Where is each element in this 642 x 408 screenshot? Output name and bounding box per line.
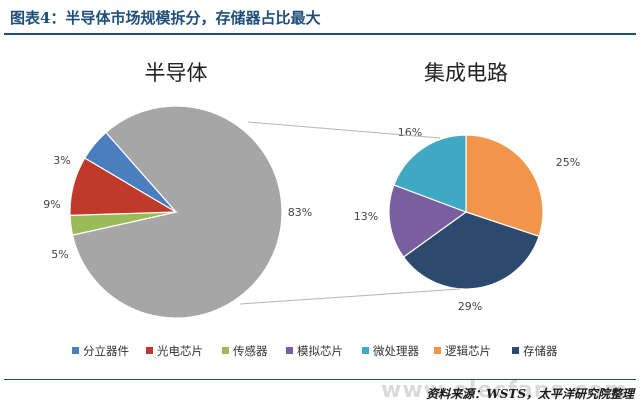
connector-line-bottom <box>239 288 461 305</box>
pie2-value-label: 29% <box>458 300 482 313</box>
pie2-value-label: 25% <box>556 156 580 169</box>
legend-label: 微处理器 <box>373 344 419 358</box>
legend-label: 分立器件 <box>83 344 129 358</box>
connector-line-top <box>247 121 441 139</box>
pie2-slice-0 <box>388 184 468 258</box>
legend-swatch <box>222 347 229 354</box>
pie1-slice-0 <box>83 131 177 213</box>
legend-swatch <box>286 347 293 354</box>
pie1-value-label: 5% <box>51 248 68 261</box>
pie1-value-label: 9% <box>43 198 60 211</box>
pie1-title: 半导体 <box>145 61 208 85</box>
pie2-slice-1 <box>393 134 467 213</box>
legend-swatch <box>512 347 519 354</box>
pie1-value-label: 83% <box>288 206 312 219</box>
pie2-value-label: 13% <box>354 210 378 223</box>
pie1-slice-3 <box>71 105 283 319</box>
pie2-slice-3 <box>402 211 540 290</box>
source-note: 资料来源：WSTS，太平洋研究院整理 <box>426 387 634 401</box>
legend-label: 光电芯片 <box>157 344 203 358</box>
pie2-slice-2 <box>465 134 544 238</box>
pie1-value-label: 3% <box>53 154 70 167</box>
legend-label: 模拟芯片 <box>297 344 343 358</box>
legend-swatch <box>72 347 79 354</box>
legend-swatch <box>434 347 441 354</box>
legend-swatch <box>146 347 153 354</box>
header-divider <box>4 33 636 35</box>
legend-swatch <box>362 347 369 354</box>
footer-divider <box>4 379 636 380</box>
legend-label: 传感器 <box>233 344 268 358</box>
legend-label: 逻辑芯片 <box>445 344 491 358</box>
pie2-value-label: 16% <box>398 126 422 139</box>
watermark: www.elecfans.com <box>381 378 628 403</box>
figure-header: 图表4：半导体市场规模拆分，存储器占比最大 <box>0 0 642 35</box>
pie2-title: 集成电路 <box>424 61 508 85</box>
figure-title: 图表4：半导体市场规模拆分，存储器占比最大 <box>10 9 321 27</box>
legend-label: 存储器 <box>523 344 558 358</box>
